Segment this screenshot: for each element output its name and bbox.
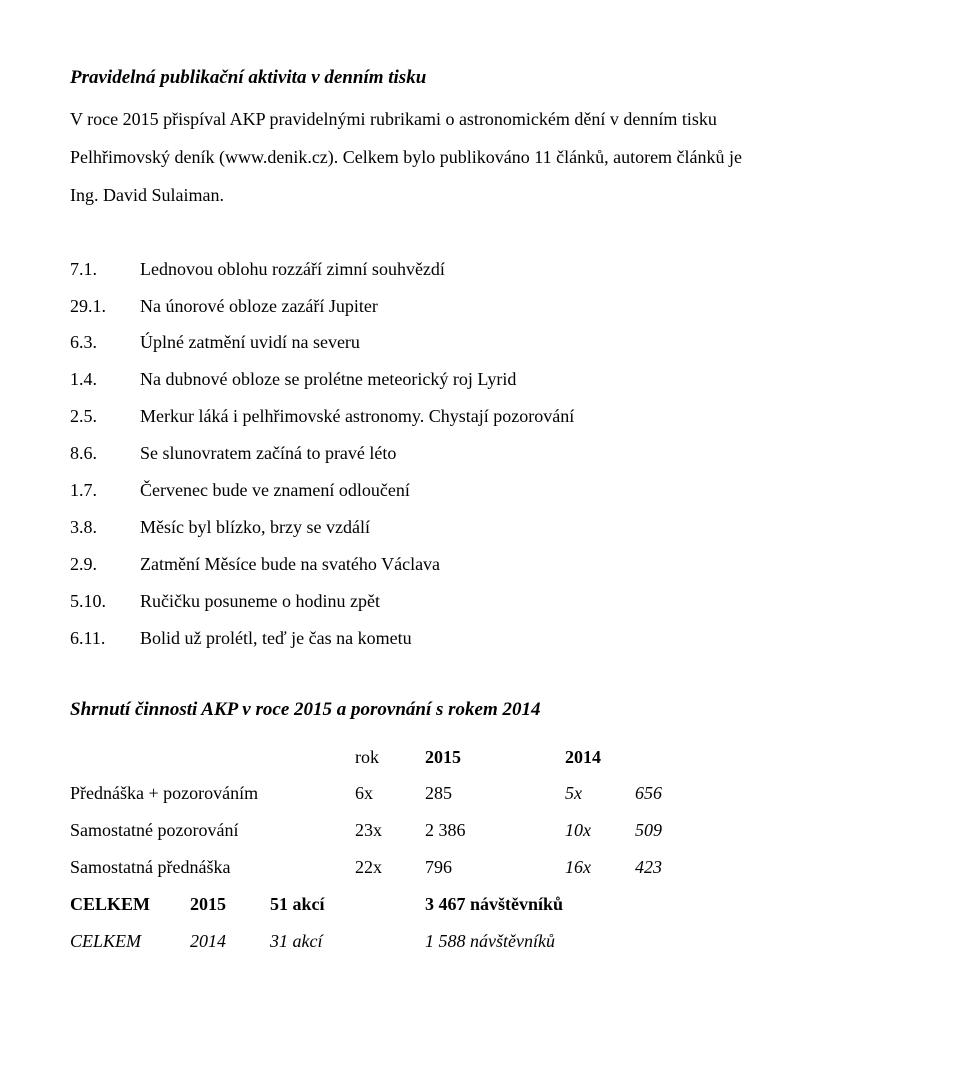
list-item: 29.1.Na únorové obloze zazáří Jupiter	[70, 288, 890, 325]
row-value-2015: 796	[425, 849, 565, 886]
list-item: 1.4.Na dubnové obloze se prolétne meteor…	[70, 361, 890, 398]
list-item: 6.11.Bolid už prolétl, teď je čas na kom…	[70, 620, 890, 657]
article-date: 1.7.	[70, 472, 140, 509]
article-title: Na dubnové obloze se prolétne meteorický…	[140, 361, 890, 398]
article-title: Lednovou oblohu rozzáří zimní souhvězdí	[140, 251, 890, 288]
summary-table: rok 2015 2014 Přednáška + pozorováním6x2…	[70, 739, 890, 960]
article-date: 7.1.	[70, 251, 140, 288]
row-value-2014: 656	[635, 775, 715, 812]
list-item: 5.10.Ručičku posuneme o hodinu zpět	[70, 583, 890, 620]
intro-line-2: Pelhřimovský deník (www.denik.cz). Celke…	[70, 140, 890, 174]
row-value-2015: 2 386	[425, 812, 565, 849]
denik-link[interactable]: www.denik.cz	[225, 147, 328, 167]
list-item: 1.7.Červenec bude ve znamení odloučení	[70, 472, 890, 509]
article-date: 5.10.	[70, 583, 140, 620]
list-item: 2.5.Merkur láká i pelhřimovské astronomy…	[70, 398, 890, 435]
total-count: 31 akcí	[270, 923, 425, 960]
article-title: Červenec bude ve znamení odloučení	[140, 472, 890, 509]
total-row-2014: CELKEM 2014 31 akcí 1 588 návštěvníků	[70, 923, 890, 960]
article-title: Zatmění Měsíce bude na svatého Václava	[140, 546, 890, 583]
summary-title: Shrnutí činnosti AKP v roce 2015 a porov…	[70, 692, 890, 728]
article-date: 3.8.	[70, 509, 140, 546]
article-title: Se slunovratem začíná to pravé léto	[140, 435, 890, 472]
total-label: CELKEM	[70, 886, 190, 923]
total-label: CELKEM	[70, 923, 190, 960]
list-item: 3.8.Měsíc byl blízko, brzy se vzdálí	[70, 509, 890, 546]
table-row: Samostatná přednáška22x79616x423	[70, 849, 890, 886]
article-title: Na únorové obloze zazáří Jupiter	[140, 288, 890, 325]
article-title: Merkur láká i pelhřimovské astronomy. Ch…	[140, 398, 890, 435]
header-year-2: 2014	[565, 739, 635, 776]
article-date: 2.5.	[70, 398, 140, 435]
list-item: 6.3.Úplné zatmění uvidí na severu	[70, 324, 890, 361]
row-label: Samostatné pozorování	[70, 812, 355, 849]
row-count-2014: 16x	[565, 849, 635, 886]
header-year-1: 2015	[425, 739, 565, 776]
article-date: 8.6.	[70, 435, 140, 472]
row-count-2014: 10x	[565, 812, 635, 849]
list-item: 2.9.Zatmění Měsíce bude na svatého Václa…	[70, 546, 890, 583]
total-year: 2015	[190, 886, 270, 923]
header-label: rok	[355, 739, 425, 776]
section-title: Pravidelná publikační aktivita v denním …	[70, 60, 890, 96]
total-visitors: 3 467 návštěvníků	[425, 886, 563, 923]
article-list: 7.1.Lednovou oblohu rozzáří zimní souhvě…	[70, 251, 890, 657]
article-date: 6.11.	[70, 620, 140, 657]
row-label: Přednáška + pozorováním	[70, 775, 355, 812]
article-title: Měsíc byl blízko, brzy se vzdálí	[140, 509, 890, 546]
total-year: 2014	[190, 923, 270, 960]
article-date: 6.3.	[70, 324, 140, 361]
list-item: 8.6.Se slunovratem začíná to pravé léto	[70, 435, 890, 472]
article-title: Bolid už prolétl, teď je čas na kometu	[140, 620, 890, 657]
table-row: Samostatné pozorování23x2 38610x509	[70, 812, 890, 849]
article-date: 2.9.	[70, 546, 140, 583]
list-item: 7.1.Lednovou oblohu rozzáří zimní souhvě…	[70, 251, 890, 288]
row-value-2014: 423	[635, 849, 715, 886]
table-row: Přednáška + pozorováním6x2855x656	[70, 775, 890, 812]
intro-text: Pelhřimovský deník (	[70, 147, 225, 167]
row-count-2015: 23x	[355, 812, 425, 849]
row-value-2015: 285	[425, 775, 565, 812]
intro-line-3: Ing. David Sulaiman.	[70, 178, 890, 212]
intro-line-1: V roce 2015 přispíval AKP pravidelnými r…	[70, 102, 890, 136]
article-date: 1.4.	[70, 361, 140, 398]
article-title: Ručičku posuneme o hodinu zpět	[140, 583, 890, 620]
total-visitors: 1 588 návštěvníků	[425, 923, 555, 960]
total-count: 51 akcí	[270, 886, 425, 923]
article-date: 29.1.	[70, 288, 140, 325]
row-label: Samostatná přednáška	[70, 849, 355, 886]
table-header-row: rok 2015 2014	[70, 739, 890, 776]
total-row-2015: CELKEM 2015 51 akcí 3 467 návštěvníků	[70, 886, 890, 923]
row-count-2015: 6x	[355, 775, 425, 812]
row-value-2014: 509	[635, 812, 715, 849]
row-count-2015: 22x	[355, 849, 425, 886]
intro-text-b: ). Celkem bylo publikováno 11 článků, au…	[328, 147, 742, 167]
article-title: Úplné zatmění uvidí na severu	[140, 324, 890, 361]
row-count-2014: 5x	[565, 775, 635, 812]
